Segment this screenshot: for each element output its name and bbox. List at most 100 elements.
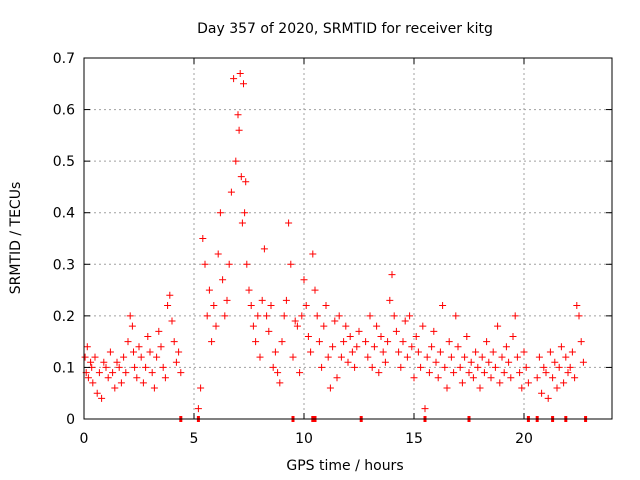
data-point bbox=[562, 353, 570, 361]
data-point bbox=[142, 363, 150, 371]
data-point bbox=[155, 327, 163, 335]
data-point bbox=[240, 80, 247, 88]
data-point bbox=[291, 317, 299, 325]
data-point bbox=[269, 363, 277, 371]
data-point bbox=[265, 327, 273, 335]
data-point bbox=[164, 302, 172, 310]
data-point bbox=[205, 286, 213, 294]
data-point bbox=[298, 312, 306, 320]
data-point bbox=[390, 312, 398, 320]
data-point bbox=[430, 327, 438, 335]
data-point bbox=[254, 312, 262, 320]
data-point bbox=[513, 353, 521, 361]
data-point bbox=[337, 353, 345, 361]
data-point bbox=[381, 358, 389, 366]
y-tick-label: 0.7 bbox=[53, 51, 75, 67]
data-point bbox=[364, 353, 372, 361]
data-point bbox=[494, 322, 502, 330]
data-point bbox=[476, 384, 484, 392]
data-point bbox=[214, 250, 222, 258]
data-point bbox=[478, 353, 486, 361]
data-point bbox=[443, 384, 451, 392]
data-point bbox=[148, 369, 156, 377]
data-point bbox=[353, 343, 361, 351]
data-point bbox=[344, 358, 352, 366]
data-point bbox=[579, 358, 587, 366]
data-point bbox=[135, 343, 143, 351]
plot-frame bbox=[83, 57, 613, 420]
data-point bbox=[234, 111, 242, 119]
data-point bbox=[450, 369, 458, 377]
data-point bbox=[498, 353, 506, 361]
data-point bbox=[302, 302, 310, 310]
data-point bbox=[487, 374, 495, 382]
data-point bbox=[282, 296, 290, 304]
data-point bbox=[524, 379, 532, 387]
data-point bbox=[568, 348, 576, 356]
data-point bbox=[535, 353, 543, 361]
data-point bbox=[373, 322, 381, 330]
data-point bbox=[346, 332, 354, 340]
data-point bbox=[474, 363, 482, 371]
data-point bbox=[194, 405, 202, 413]
data-point bbox=[166, 291, 174, 299]
data-point bbox=[225, 260, 233, 268]
data-point bbox=[542, 369, 550, 377]
data-point bbox=[540, 363, 548, 371]
data-point bbox=[227, 188, 235, 196]
data-point bbox=[237, 173, 245, 181]
data-point bbox=[557, 343, 565, 351]
data-point bbox=[126, 312, 134, 320]
data-point bbox=[199, 235, 207, 242]
data-point bbox=[153, 353, 161, 361]
data-point bbox=[150, 384, 158, 392]
data-point bbox=[159, 363, 167, 371]
data-point bbox=[483, 338, 491, 346]
x-tick-label: 5 bbox=[190, 431, 199, 447]
data-point bbox=[575, 312, 583, 320]
data-point bbox=[447, 353, 455, 361]
data-point bbox=[516, 369, 524, 377]
data-point bbox=[564, 369, 572, 377]
data-point bbox=[241, 209, 249, 217]
data-point bbox=[102, 363, 110, 371]
data-point bbox=[489, 348, 497, 356]
data-point bbox=[203, 312, 211, 320]
data-point bbox=[210, 302, 218, 310]
data-point bbox=[377, 332, 385, 340]
data-point bbox=[276, 379, 284, 387]
data-point bbox=[81, 353, 89, 361]
data-point bbox=[375, 369, 383, 377]
data-point bbox=[423, 353, 431, 361]
data-point bbox=[313, 312, 321, 320]
data-point bbox=[120, 353, 128, 361]
data-point bbox=[428, 343, 436, 351]
data-point bbox=[247, 302, 255, 310]
y-tick-label: 0.5 bbox=[53, 154, 75, 170]
data-point bbox=[307, 348, 315, 356]
y-tick-label: 0.2 bbox=[53, 309, 75, 325]
data-point bbox=[520, 348, 528, 356]
data-point bbox=[472, 348, 480, 356]
data-point bbox=[408, 343, 416, 351]
data-point bbox=[122, 369, 130, 377]
data-point bbox=[538, 389, 546, 397]
data-point bbox=[263, 312, 271, 320]
data-point bbox=[461, 353, 469, 361]
y-tick-label: 0.4 bbox=[53, 206, 75, 222]
data-point bbox=[260, 245, 268, 253]
data-point bbox=[533, 374, 541, 382]
data-point bbox=[117, 379, 125, 387]
data-point bbox=[465, 369, 473, 377]
data-point bbox=[452, 312, 460, 320]
x-tick-label: 10 bbox=[295, 431, 313, 447]
data-point bbox=[467, 358, 475, 366]
data-point bbox=[293, 322, 301, 330]
data-point bbox=[485, 358, 493, 366]
data-point bbox=[278, 338, 286, 346]
x-tick-label: 15 bbox=[405, 431, 423, 447]
x-tick-label: 0 bbox=[80, 431, 89, 447]
data-point bbox=[115, 363, 123, 371]
data-point bbox=[235, 126, 243, 134]
